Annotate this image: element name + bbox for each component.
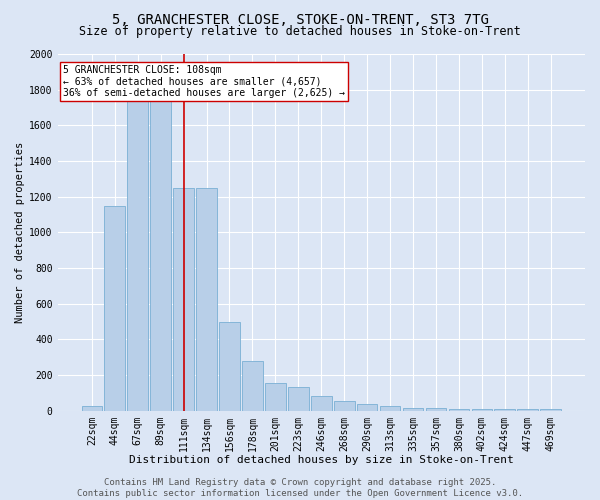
Bar [196, 188, 217, 410]
Text: 5 GRANCHESTER CLOSE: 108sqm
← 63% of detached houses are smaller (4,657)
36% of : 5 GRANCHESTER CLOSE: 108sqm ← 63% of det… [63, 64, 345, 98]
Bar [380, 406, 400, 410]
Bar [173, 188, 194, 410]
Bar [219, 322, 240, 410]
Bar [104, 206, 125, 410]
X-axis label: Distribution of detached houses by size in Stoke-on-Trent: Distribution of detached houses by size … [129, 455, 514, 465]
Bar [425, 408, 446, 410]
Bar [288, 386, 308, 410]
Bar [403, 408, 424, 410]
Bar [151, 81, 171, 410]
Bar [357, 404, 377, 410]
Text: Contains HM Land Registry data © Crown copyright and database right 2025.
Contai: Contains HM Land Registry data © Crown c… [77, 478, 523, 498]
Bar [82, 406, 102, 410]
Bar [265, 383, 286, 410]
Y-axis label: Number of detached properties: Number of detached properties [15, 142, 25, 323]
Bar [242, 361, 263, 410]
Bar [472, 409, 492, 410]
Bar [334, 401, 355, 410]
Bar [311, 396, 332, 410]
Bar [127, 63, 148, 410]
Bar [449, 408, 469, 410]
Text: 5, GRANCHESTER CLOSE, STOKE-ON-TRENT, ST3 7TG: 5, GRANCHESTER CLOSE, STOKE-ON-TRENT, ST… [112, 12, 488, 26]
Text: Size of property relative to detached houses in Stoke-on-Trent: Size of property relative to detached ho… [79, 25, 521, 38]
